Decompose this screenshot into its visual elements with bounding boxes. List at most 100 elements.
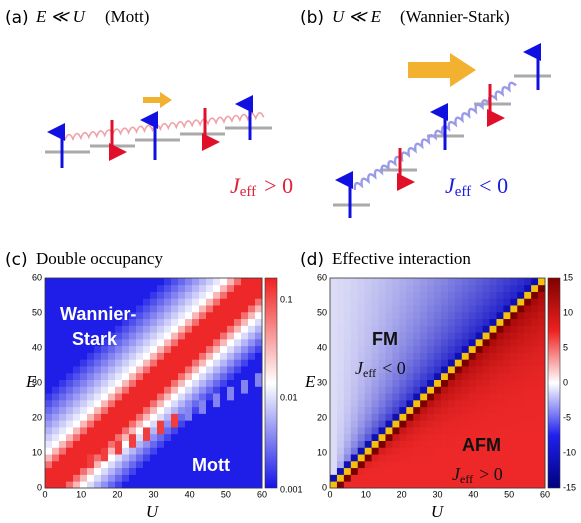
heat-cell xyxy=(350,399,359,408)
heat-cell xyxy=(227,278,235,286)
heat-cell xyxy=(406,366,414,374)
heat-cell xyxy=(427,359,435,367)
heat-cell xyxy=(371,372,379,381)
heat-cell xyxy=(447,311,456,320)
heat-cell xyxy=(475,481,483,489)
heat-cell xyxy=(350,305,359,313)
heat-cell xyxy=(468,481,477,489)
heat-cell xyxy=(59,481,67,489)
heat-cell xyxy=(357,413,366,421)
heat-cell xyxy=(192,399,200,408)
heat-cell xyxy=(330,427,338,435)
heat-cell xyxy=(199,318,207,326)
heat-cell xyxy=(157,454,165,462)
heat-cell xyxy=(510,460,518,469)
heat-cell xyxy=(157,305,165,313)
heat-cell xyxy=(164,325,172,333)
heat-cell xyxy=(73,332,81,340)
heat-cell xyxy=(378,325,386,333)
heat-cell xyxy=(115,427,123,435)
heat-cell xyxy=(66,332,74,340)
heat-cell xyxy=(447,413,456,421)
heat-cell xyxy=(447,305,456,313)
heat-cell xyxy=(255,325,263,333)
heat-cell xyxy=(101,440,109,448)
heat-cell xyxy=(538,440,546,448)
heat-cell xyxy=(255,338,263,347)
heat-cell xyxy=(350,420,359,428)
heat-cell xyxy=(475,454,483,462)
heat-cell xyxy=(241,332,249,340)
heat-cell xyxy=(66,338,74,347)
heat-cell xyxy=(143,454,151,462)
heat-cell xyxy=(150,467,158,475)
heat-cell xyxy=(440,454,449,462)
heat-cell xyxy=(406,291,414,299)
heat-cell xyxy=(343,311,352,320)
heat-cell xyxy=(531,298,539,306)
heat-cell xyxy=(503,372,511,381)
heat-cell xyxy=(45,447,53,455)
heat-cell xyxy=(157,325,165,333)
heat-cell xyxy=(378,399,386,408)
heat-cell xyxy=(206,284,214,292)
heat-cell xyxy=(399,372,407,381)
heat-cell xyxy=(468,427,477,435)
heat-cell xyxy=(157,440,165,448)
heat-cell xyxy=(164,447,172,455)
heat-cell xyxy=(199,345,207,353)
heat-cell xyxy=(496,433,504,441)
heat-cell xyxy=(447,332,456,340)
heat-cell xyxy=(234,406,242,414)
heat-cell xyxy=(434,305,442,313)
heat-cell xyxy=(510,399,518,408)
heat-cell xyxy=(213,420,221,428)
heat-cell xyxy=(482,311,490,320)
heat-cell xyxy=(227,454,235,462)
heat-cell xyxy=(234,291,242,299)
heat-cell xyxy=(364,284,373,292)
y-tick-label: 40 xyxy=(317,342,327,352)
heat-cell xyxy=(45,372,53,381)
heat-cell xyxy=(94,345,102,353)
heat-cell xyxy=(440,318,449,326)
heat-cell xyxy=(392,467,400,475)
colorbar xyxy=(264,277,278,489)
heat-cell xyxy=(524,298,532,306)
heat-cell xyxy=(206,399,214,408)
heat-cell xyxy=(517,325,525,333)
heat-cell xyxy=(227,352,235,360)
heat-cell xyxy=(234,481,242,489)
heat-cell xyxy=(108,284,116,292)
heat-cell xyxy=(413,359,421,367)
heat-cell xyxy=(413,406,421,414)
heat-cell xyxy=(94,427,102,435)
heat-cell xyxy=(475,433,483,441)
heat-cell xyxy=(227,305,235,313)
heat-cell xyxy=(489,305,497,313)
heat-cell xyxy=(108,406,116,414)
heat-cell xyxy=(406,481,414,489)
heat-cell xyxy=(399,379,407,387)
heat-cell xyxy=(73,447,81,455)
heat-cell xyxy=(192,467,200,475)
heat-cell xyxy=(73,433,81,441)
heat-cell xyxy=(227,420,235,428)
heat-cell xyxy=(220,278,228,286)
heat-cell xyxy=(475,298,483,306)
heat-cell xyxy=(336,318,345,326)
heat-cell xyxy=(220,454,228,462)
heat-cell xyxy=(206,447,214,455)
heat-cell xyxy=(357,481,366,489)
heat-cell xyxy=(371,406,379,414)
heat-cell xyxy=(489,372,497,381)
heat-cell xyxy=(87,406,95,414)
heat-cell xyxy=(129,298,137,306)
heat-cell xyxy=(80,366,88,374)
heat-cell xyxy=(178,372,186,381)
heat-cell xyxy=(461,420,470,428)
heat-cell xyxy=(80,481,88,489)
heat-cell xyxy=(482,359,490,367)
heat-cell xyxy=(385,460,393,469)
heat-cell xyxy=(136,433,144,441)
